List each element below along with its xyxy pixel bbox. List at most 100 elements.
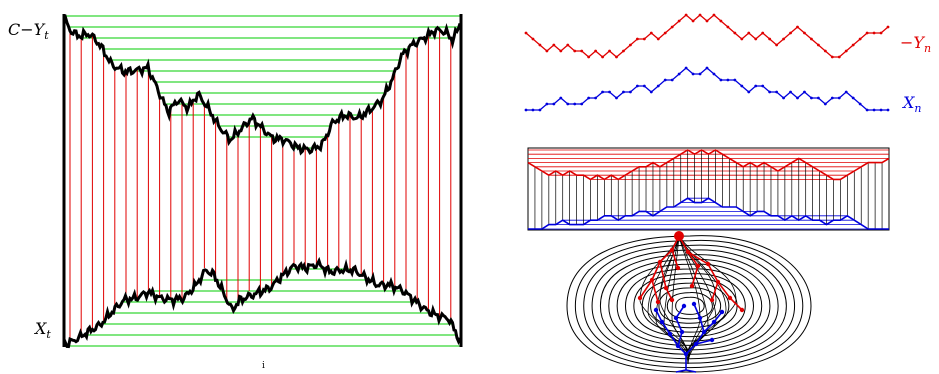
blue-tree-edge xyxy=(669,333,679,347)
walk-x-n-dot xyxy=(726,78,730,82)
discrete-blue-walk xyxy=(528,197,889,230)
walk-x-n-dot xyxy=(705,66,709,70)
walk-neg-y-n-dot xyxy=(656,37,660,41)
map-inner-edge xyxy=(663,235,680,327)
red-tree-node xyxy=(655,299,661,305)
walk-neg-y-n-dot xyxy=(601,55,604,59)
walk-neg-y-n-dot xyxy=(545,49,549,53)
map-loop xyxy=(583,244,796,364)
walk-neg-y-n-dot xyxy=(810,37,813,41)
red-tree-node xyxy=(715,279,721,285)
walk-x-n-dot xyxy=(684,66,688,70)
walk-x-n-dot xyxy=(872,108,876,112)
map-inner-edge xyxy=(678,235,737,301)
walk-x-n-dot xyxy=(573,102,577,106)
walk-x-n-dot xyxy=(538,108,542,112)
walk-x-n-dot xyxy=(775,90,779,94)
walk-x-n-dot xyxy=(545,102,549,106)
blue-tree xyxy=(653,301,725,373)
walk-neg-y-n-dot xyxy=(629,43,632,47)
red-tree-node xyxy=(657,259,663,265)
blue-tree-node xyxy=(683,351,689,357)
walk-x-n-dot xyxy=(580,102,584,106)
walk-neg-y-n-dots xyxy=(524,13,890,59)
walk-x-n-dot xyxy=(782,96,785,100)
walk-x-n-dot xyxy=(629,90,632,94)
red-tree-edge xyxy=(729,297,743,311)
red-tree-edge xyxy=(639,279,653,299)
walk-x-n-dot xyxy=(635,84,639,88)
walk-neg-y-n-dot xyxy=(761,31,765,35)
walk-neg-y-n-dot xyxy=(782,37,785,41)
blue-tree-edge xyxy=(685,369,697,373)
walk-neg-y-n-dot xyxy=(754,37,758,41)
map-loop xyxy=(641,277,738,333)
walk-x-n-dot xyxy=(677,72,681,76)
walk-x-n-dot xyxy=(761,84,765,88)
planar-map-panel xyxy=(566,231,812,373)
red-tree-node xyxy=(663,285,669,291)
walk-x-n-dot xyxy=(566,102,570,106)
blue-tree-edge xyxy=(655,309,663,323)
map-inner-edge xyxy=(659,235,680,301)
blue-tree-node xyxy=(711,319,717,325)
walk-neg-y-n-dot xyxy=(851,43,855,47)
walk-x-n-dot xyxy=(789,90,792,94)
walk-x-n-dot xyxy=(719,78,723,82)
walk-x-n-dot xyxy=(851,96,855,100)
walk-neg-y-n-dot xyxy=(858,37,862,41)
walk-neg-y-n-dot xyxy=(594,49,598,53)
blue-tree-edge xyxy=(675,317,683,333)
walk-neg-y-n-dot xyxy=(816,43,820,47)
walk-neg-y-n-dot xyxy=(740,37,744,41)
red-tree-node xyxy=(649,277,655,283)
walk-neg-y-n-dot xyxy=(775,43,779,47)
walk-x-n xyxy=(526,67,888,111)
blue-tree-node xyxy=(659,319,665,325)
walk-neg-y-n-dot xyxy=(677,19,681,23)
walk-x-n-dot xyxy=(649,90,653,94)
red-tree-node xyxy=(727,295,733,301)
walk-x-n-dots xyxy=(524,66,890,112)
walk-x-n-dot xyxy=(698,72,702,76)
walk-neg-y-n-dot xyxy=(587,55,591,59)
red-tree-edge xyxy=(707,263,719,283)
walk-neg-y-n-dot xyxy=(649,31,653,35)
blue-tree-node xyxy=(693,341,699,347)
walk-neg-y-n-dot xyxy=(712,13,716,17)
red-vertical-lines xyxy=(69,30,452,340)
map-inner-edge xyxy=(687,299,737,353)
red-tree-edge xyxy=(659,249,673,263)
walk-neg-y-n-dot xyxy=(830,55,834,59)
map-loop xyxy=(633,273,746,338)
blue-tree-edge xyxy=(695,339,713,345)
walk-x-n-dot xyxy=(531,108,535,112)
blue-tree-edge xyxy=(675,305,685,319)
red-tree-node xyxy=(709,297,715,303)
walk-x-n-dot xyxy=(559,96,563,100)
walk-x-n-dot xyxy=(691,72,695,76)
blue-tree-node xyxy=(719,309,725,315)
red-tree-edge xyxy=(687,251,699,267)
blue-tree-node xyxy=(653,307,659,313)
blue-tree-edge xyxy=(699,317,705,333)
walk-neg-y-n-dot xyxy=(844,49,848,53)
walk-x-n-dot xyxy=(712,72,716,76)
walk-neg-y-n-dot xyxy=(823,49,827,53)
blue-tree-edge xyxy=(675,369,687,373)
walk-neg-y-n-dot xyxy=(768,37,772,41)
walk-x-n-dot xyxy=(886,108,890,112)
blue-tree-node xyxy=(691,301,697,307)
blue-tree-node xyxy=(697,315,703,321)
green-level-lines xyxy=(64,15,460,347)
red-tree xyxy=(637,235,745,313)
blue-tree-node xyxy=(709,337,715,343)
map-inner-edge xyxy=(678,235,709,327)
blue-tree-node xyxy=(701,329,707,335)
map-loop xyxy=(658,287,722,324)
walk-neg-y-n-dot xyxy=(552,43,556,47)
red-tree-edge xyxy=(671,249,679,269)
blue-tree-edge xyxy=(703,321,715,333)
blue-tree-node xyxy=(673,315,679,321)
continuous-panel: C−Yt Xt i xyxy=(8,14,463,371)
